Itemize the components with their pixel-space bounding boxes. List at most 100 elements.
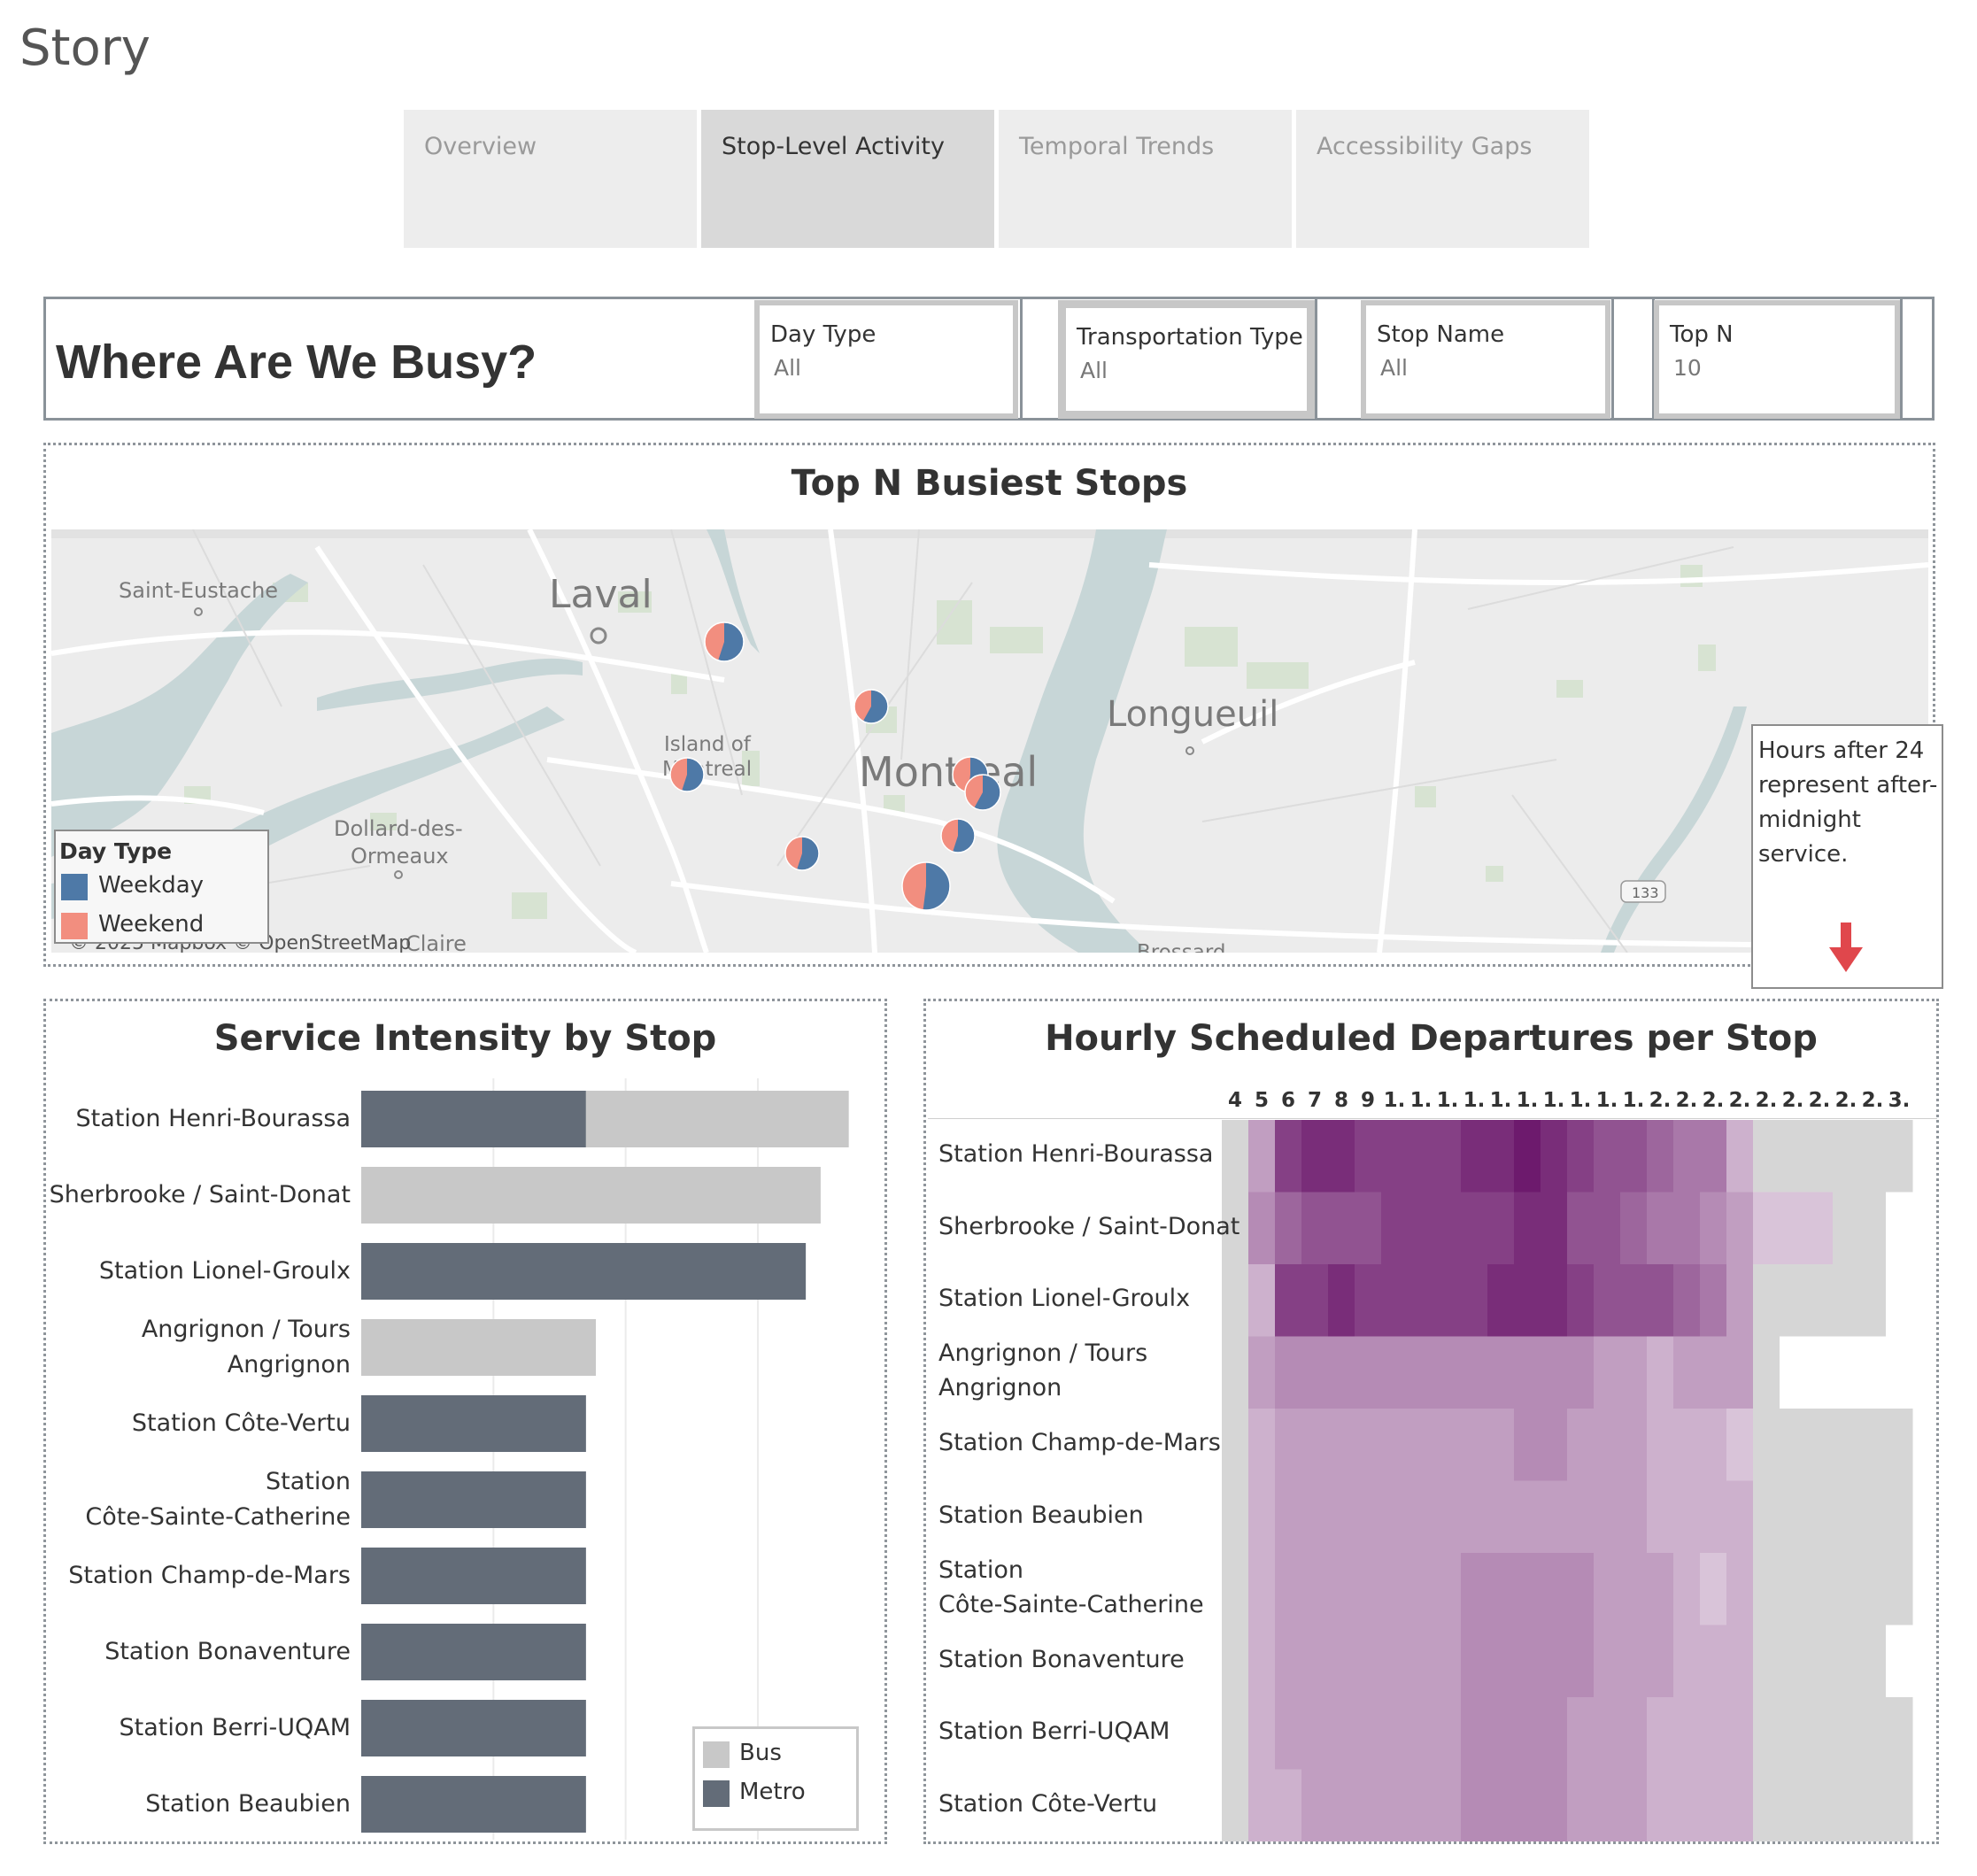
heatmap-cell[interactable] (1567, 1625, 1595, 1698)
heatmap-cell[interactable] (1620, 1625, 1648, 1698)
heatmap-cell[interactable] (1381, 1409, 1409, 1481)
heatmap-cell[interactable] (1301, 1481, 1329, 1554)
heatmap-cell[interactable] (1567, 1553, 1595, 1625)
heatmap-cell[interactable] (1328, 1193, 1355, 1265)
heatmap-cell[interactable] (1594, 1770, 1621, 1842)
heatmap-cell[interactable] (1647, 1193, 1674, 1265)
heatmap-cell[interactable] (1434, 1625, 1462, 1698)
heatmap-cell[interactable] (1514, 1625, 1541, 1698)
heatmap-cell[interactable] (1355, 1264, 1382, 1337)
heatmap-cell[interactable] (1567, 1409, 1595, 1481)
heatmap-cell[interactable] (1275, 1193, 1302, 1265)
heatmap-cell[interactable] (1726, 1193, 1754, 1265)
bar-bus[interactable] (361, 1167, 821, 1224)
heatmap-cell[interactable] (1700, 1193, 1727, 1265)
heatmap-cell[interactable] (1886, 1264, 1913, 1337)
filter-day-type[interactable]: Day Type All (754, 300, 1018, 419)
heatmap-cell[interactable] (1833, 1193, 1860, 1265)
heatmap-cell[interactable] (1301, 1337, 1329, 1409)
heatmap-cell[interactable] (1806, 1409, 1834, 1481)
bar-metro[interactable] (361, 1395, 586, 1452)
heatmap-cell[interactable] (1381, 1193, 1409, 1265)
heatmap-cell[interactable] (1673, 1193, 1701, 1265)
heatmap-cell[interactable] (1859, 1193, 1887, 1265)
heatmap-cell[interactable] (1381, 1770, 1409, 1842)
heatmap-cell[interactable] (1275, 1697, 1302, 1770)
heatmap-cell[interactable] (1355, 1193, 1382, 1265)
heatmap-cell[interactable] (1461, 1120, 1488, 1193)
heatmap-cell[interactable] (1408, 1193, 1435, 1265)
heatmap-cell[interactable] (1594, 1697, 1621, 1770)
heatmap-cell[interactable] (1620, 1553, 1648, 1625)
heatmap-cell[interactable] (1328, 1770, 1355, 1842)
heatmap-cell[interactable] (1461, 1553, 1488, 1625)
heatmap-cell[interactable] (1275, 1481, 1302, 1554)
heatmap-cell[interactable] (1381, 1697, 1409, 1770)
heatmap-cell[interactable] (1487, 1481, 1515, 1554)
heatmap-cell[interactable] (1514, 1264, 1541, 1337)
heatmap-cell[interactable] (1567, 1481, 1595, 1554)
filter-value[interactable]: All (774, 355, 801, 381)
heatmap-cell[interactable] (1355, 1120, 1382, 1193)
heatmap-cell[interactable] (1222, 1625, 1249, 1698)
heatmap-cell[interactable] (1408, 1770, 1435, 1842)
stop-pie[interactable] (902, 862, 950, 910)
heatmap-cell[interactable] (1461, 1193, 1488, 1265)
heatmap-cell[interactable] (1248, 1553, 1276, 1625)
heatmap-cell[interactable] (1541, 1409, 1568, 1481)
filter-value[interactable]: All (1380, 355, 1408, 381)
heatmap-cell[interactable] (1248, 1193, 1276, 1265)
heatmap-cell[interactable] (1833, 1120, 1860, 1193)
heatmap-cell[interactable] (1434, 1409, 1462, 1481)
heatmap-cell[interactable] (1222, 1553, 1249, 1625)
heatmap-cell[interactable] (1541, 1553, 1568, 1625)
heatmap-cell[interactable] (1275, 1120, 1302, 1193)
bar-metro[interactable] (361, 1624, 586, 1680)
heatmap-cell[interactable] (1434, 1481, 1462, 1554)
heatmap-cell[interactable] (1248, 1770, 1276, 1842)
stop-pie[interactable] (965, 775, 1000, 810)
heatmap-cell[interactable] (1753, 1481, 1780, 1554)
heatmap-cell[interactable] (1408, 1553, 1435, 1625)
heatmap-cell[interactable] (1700, 1625, 1727, 1698)
heatmap-cell[interactable] (1726, 1625, 1754, 1698)
stop-pie[interactable] (705, 622, 744, 661)
heatmap-cell[interactable] (1487, 1770, 1515, 1842)
heatmap-cell[interactable] (1487, 1553, 1515, 1625)
heatmap-cell[interactable] (1301, 1264, 1329, 1337)
heatmap-cell[interactable] (1886, 1553, 1913, 1625)
heatmap-cell[interactable] (1806, 1120, 1834, 1193)
heatmap-cell[interactable] (1886, 1770, 1913, 1842)
heatmap-cell[interactable] (1726, 1553, 1754, 1625)
bar-metro[interactable] (361, 1776, 586, 1833)
bar-metro[interactable] (361, 1471, 586, 1528)
heatmap-cell[interactable] (1541, 1193, 1568, 1265)
heatmap-cell[interactable] (1647, 1697, 1674, 1770)
heatmap-cell[interactable] (1833, 1770, 1860, 1842)
heatmap-cell[interactable] (1594, 1409, 1621, 1481)
heatmap-cell[interactable] (1620, 1264, 1648, 1337)
heatmap-cell[interactable] (1328, 1120, 1355, 1193)
heatmap-cell[interactable] (1514, 1120, 1541, 1193)
heatmap-cell[interactable] (1222, 1481, 1249, 1554)
heatmap-cell[interactable] (1726, 1264, 1754, 1337)
filter-value[interactable]: All (1080, 358, 1108, 383)
stop-pie[interactable] (670, 758, 704, 791)
heatmap-cell[interactable] (1700, 1337, 1727, 1409)
heatmap-cell[interactable] (1647, 1481, 1674, 1554)
heatmap-cell[interactable] (1487, 1337, 1515, 1409)
heatmap-cell[interactable] (1514, 1553, 1541, 1625)
heatmap-cell[interactable] (1806, 1481, 1834, 1554)
heatmap-cell[interactable] (1434, 1193, 1462, 1265)
heatmap-cell[interactable] (1806, 1625, 1834, 1698)
heatmap-cell[interactable] (1408, 1409, 1435, 1481)
heatmap-cell[interactable] (1381, 1553, 1409, 1625)
heatmap-cell[interactable] (1328, 1625, 1355, 1698)
heatmap-cell[interactable] (1514, 1697, 1541, 1770)
heatmap-cell[interactable] (1408, 1337, 1435, 1409)
heatmap-cell[interactable] (1594, 1337, 1621, 1409)
heatmap-cell[interactable] (1700, 1553, 1727, 1625)
heatmap-cell[interactable] (1726, 1770, 1754, 1842)
heatmap-cell[interactable] (1248, 1409, 1276, 1481)
heatmap-cell[interactable] (1514, 1337, 1541, 1409)
